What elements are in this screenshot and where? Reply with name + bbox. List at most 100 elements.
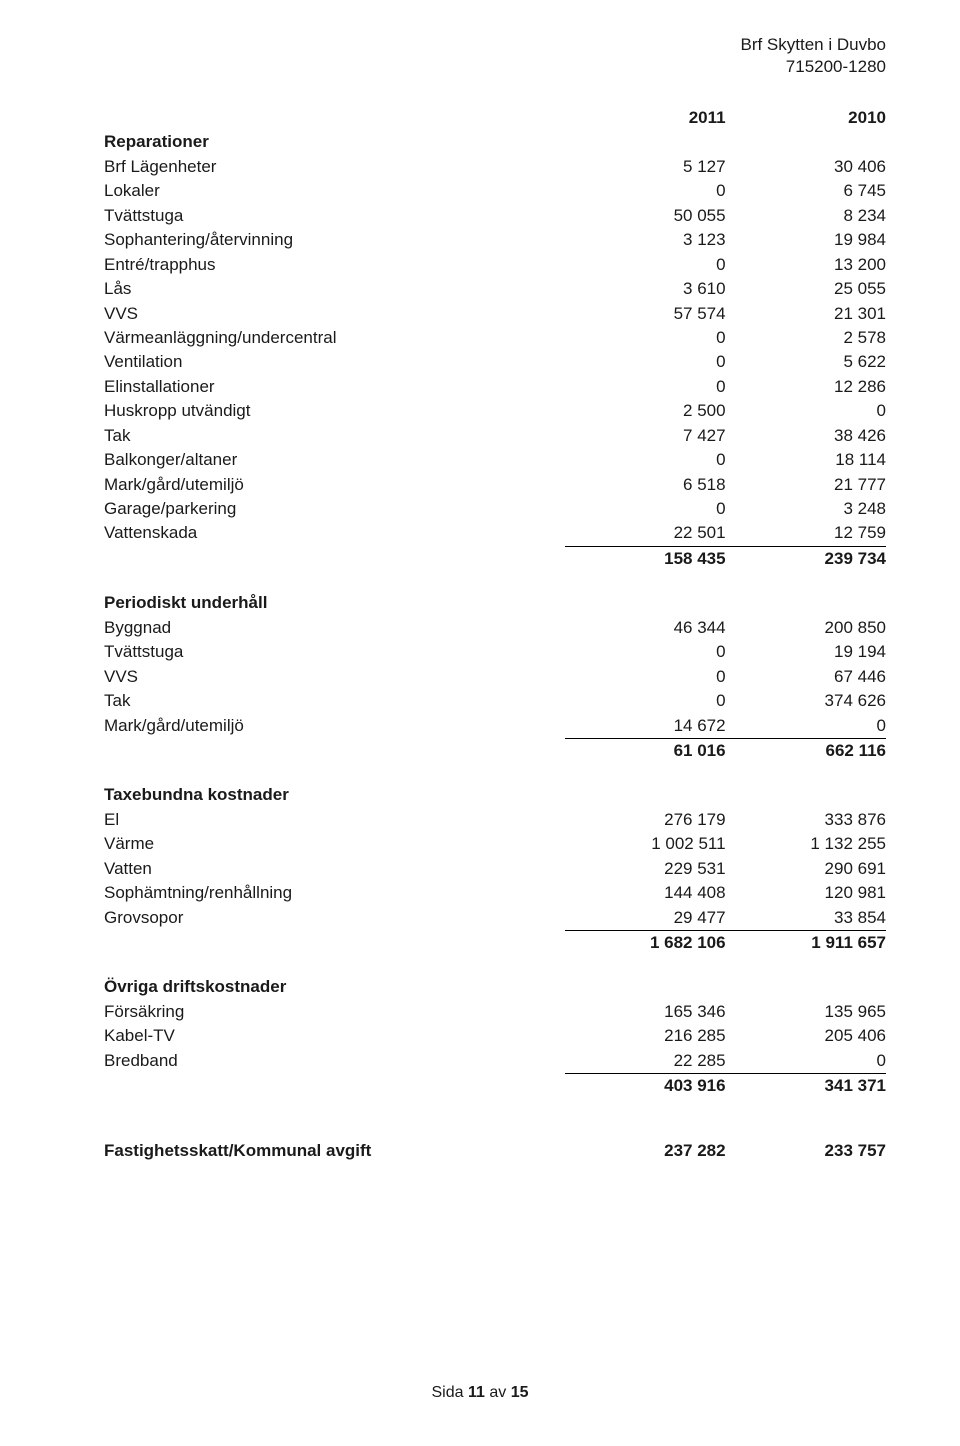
row-label: Tvättstuga — [104, 204, 565, 228]
row-value-1: 0 — [565, 448, 725, 472]
row-value-1: 29 477 — [565, 906, 725, 931]
section-total-2: 662 116 — [726, 738, 886, 763]
row-value-2: 30 406 — [726, 155, 886, 179]
row-label: Balkonger/altaner — [104, 448, 565, 472]
row-value-1: 22 285 — [565, 1049, 725, 1074]
row-value-2: 0 — [726, 399, 886, 423]
row-value-2: 290 691 — [726, 857, 886, 881]
org-number: 715200-1280 — [786, 57, 886, 76]
section-total-1: 1 682 106 — [565, 931, 725, 956]
row-value-2: 33 854 — [726, 906, 886, 931]
row-value-2: 13 200 — [726, 253, 886, 277]
row-label: Lås — [104, 277, 565, 301]
row-label: Grovsopor — [104, 906, 565, 931]
row-label: Mark/gård/utemiljö — [104, 714, 565, 739]
row-value-2: 374 626 — [726, 689, 886, 713]
row-value-2: 120 981 — [726, 881, 886, 905]
row-value-1: 50 055 — [565, 204, 725, 228]
row-value-2: 135 965 — [726, 1000, 886, 1024]
section-title: Periodiskt underhåll — [104, 591, 565, 615]
row-value-1: 57 574 — [565, 302, 725, 326]
footer-total: 15 — [511, 1384, 529, 1401]
org-name: Brf Skytten i Duvbo — [740, 35, 886, 54]
row-value-1: 5 127 — [565, 155, 725, 179]
footer-mid: av — [485, 1384, 511, 1401]
row-value-2: 12 759 — [726, 521, 886, 546]
row-value-1: 0 — [565, 497, 725, 521]
row-value-1: 0 — [565, 640, 725, 664]
row-value-2: 8 234 — [726, 204, 886, 228]
row-label: Brf Lägenheter — [104, 155, 565, 179]
row-value-1: 3 123 — [565, 228, 725, 252]
row-value-1: 0 — [565, 689, 725, 713]
year-col-1: 2011 — [565, 106, 725, 130]
row-value-2: 6 745 — [726, 179, 886, 203]
row-value-2: 200 850 — [726, 616, 886, 640]
row-label: Entré/trapphus — [104, 253, 565, 277]
row-value-2: 25 055 — [726, 277, 886, 301]
row-value-2: 1 132 255 — [726, 832, 886, 856]
year-col-2: 2010 — [726, 106, 886, 130]
row-label: Sophämtning/renhållning — [104, 881, 565, 905]
final-label: Fastighetsskatt/Kommunal avgift — [104, 1139, 565, 1163]
row-value-2: 19 984 — [726, 228, 886, 252]
row-value-2: 21 777 — [726, 473, 886, 497]
row-value-2: 19 194 — [726, 640, 886, 664]
row-label: Försäkring — [104, 1000, 565, 1024]
row-label: Kabel-TV — [104, 1024, 565, 1048]
row-value-2: 333 876 — [726, 808, 886, 832]
page-header: Brf Skytten i Duvbo 715200-1280 — [740, 34, 886, 78]
row-value-1: 0 — [565, 179, 725, 203]
row-value-1: 2 500 — [565, 399, 725, 423]
row-value-1: 0 — [565, 326, 725, 350]
row-value-2: 67 446 — [726, 665, 886, 689]
final-value-1: 237 282 — [565, 1139, 725, 1163]
row-value-1: 216 285 — [565, 1024, 725, 1048]
row-label: Sophantering/återvinning — [104, 228, 565, 252]
page-footer: Sida 11 av 15 — [0, 1384, 960, 1402]
row-value-1: 276 179 — [565, 808, 725, 832]
footer-page: 11 — [468, 1384, 485, 1401]
row-value-2: 205 406 — [726, 1024, 886, 1048]
row-label: Bredband — [104, 1049, 565, 1074]
row-value-2: 0 — [726, 714, 886, 739]
row-value-2: 2 578 — [726, 326, 886, 350]
row-label: Tvättstuga — [104, 640, 565, 664]
section-title: Taxebundna kostnader — [104, 783, 565, 807]
row-value-2: 18 114 — [726, 448, 886, 472]
row-value-1: 22 501 — [565, 521, 725, 546]
row-value-1: 3 610 — [565, 277, 725, 301]
row-label: El — [104, 808, 565, 832]
row-label: Vattenskada — [104, 521, 565, 546]
row-value-1: 0 — [565, 253, 725, 277]
row-value-1: 165 346 — [565, 1000, 725, 1024]
row-value-1: 0 — [565, 350, 725, 374]
row-label: Vatten — [104, 857, 565, 881]
section-title: Reparationer — [104, 130, 565, 154]
row-label: Tak — [104, 689, 565, 713]
row-value-1: 0 — [565, 375, 725, 399]
row-label: Värme — [104, 832, 565, 856]
footer-prefix: Sida — [432, 1384, 468, 1401]
row-label: VVS — [104, 665, 565, 689]
row-label: Byggnad — [104, 616, 565, 640]
section-title: Övriga driftskostnader — [104, 975, 565, 999]
section-total-2: 239 734 — [726, 546, 886, 571]
row-label: Elinstallationer — [104, 375, 565, 399]
section-total-1: 61 016 — [565, 738, 725, 763]
row-value-2: 5 622 — [726, 350, 886, 374]
section-total-1: 403 916 — [565, 1074, 725, 1099]
row-value-1: 1 002 511 — [565, 832, 725, 856]
row-value-1: 0 — [565, 665, 725, 689]
section-total-2: 1 911 657 — [726, 931, 886, 956]
final-value-2: 233 757 — [726, 1139, 886, 1163]
row-label: Garage/parkering — [104, 497, 565, 521]
section-total-2: 341 371 — [726, 1074, 886, 1099]
row-value-2: 3 248 — [726, 497, 886, 521]
row-value-2: 21 301 — [726, 302, 886, 326]
row-label: Ventilation — [104, 350, 565, 374]
section-total-1: 158 435 — [565, 546, 725, 571]
row-value-2: 0 — [726, 1049, 886, 1074]
row-value-1: 46 344 — [565, 616, 725, 640]
row-label: Värmeanläggning/undercentral — [104, 326, 565, 350]
